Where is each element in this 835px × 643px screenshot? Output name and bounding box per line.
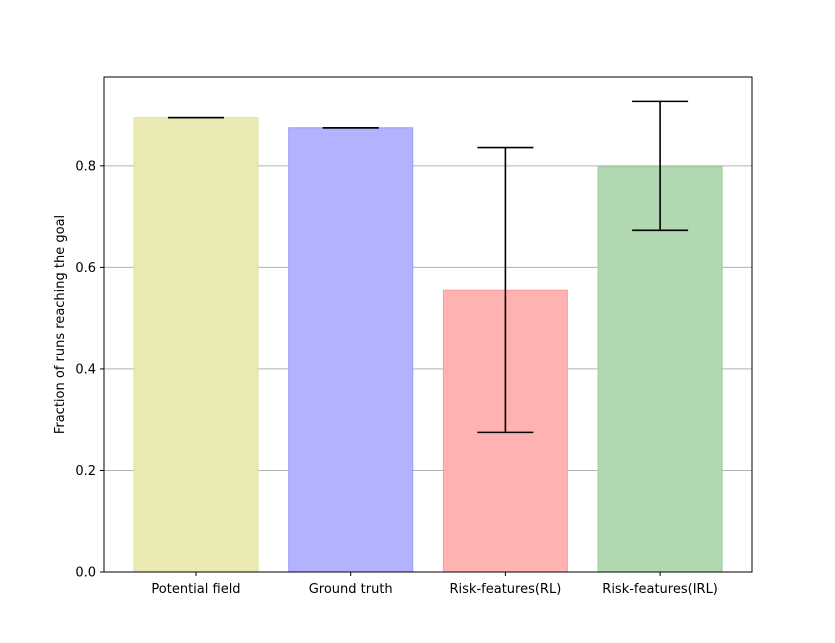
y-tick-label: 0.0 xyxy=(75,566,96,581)
x-tick-label: Risk-features(RL) xyxy=(450,582,562,597)
x-tick-label: Potential field xyxy=(151,582,240,597)
x-axis-ticks: Potential field Ground truth Risk-features… xyxy=(151,572,718,597)
y-tick-label: 0.4 xyxy=(75,362,96,377)
plot-frame xyxy=(103,76,753,573)
error-bars xyxy=(168,100,689,434)
y-tick-label: 0.8 xyxy=(75,159,96,174)
y-tick-label: 0.2 xyxy=(75,464,96,479)
y-tick-label: 0.6 xyxy=(75,261,96,276)
error-bar xyxy=(632,100,689,232)
x-tick-label: Ground truth xyxy=(309,582,393,597)
y-axis-ticks: 0.0 0.2 0.4 0.6 0.8 xyxy=(75,159,104,581)
bars xyxy=(133,117,723,573)
error-bar xyxy=(477,146,534,434)
x-tick-label: Risk-features(IRL) xyxy=(602,582,718,597)
bar xyxy=(288,127,414,573)
bar xyxy=(133,117,259,573)
y-axis-label: Fraction of runs reaching the goal xyxy=(53,215,68,434)
